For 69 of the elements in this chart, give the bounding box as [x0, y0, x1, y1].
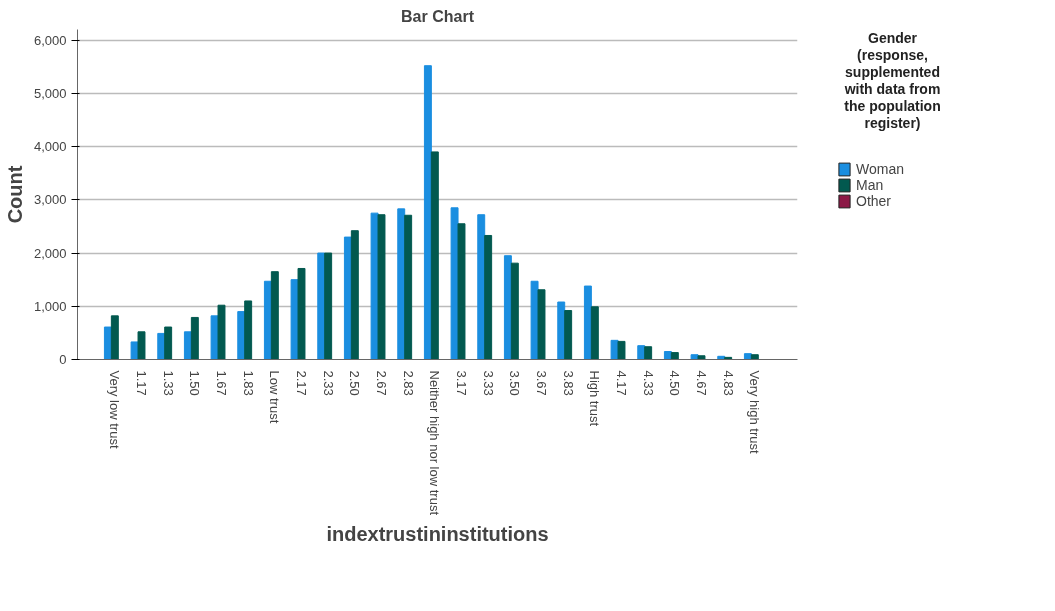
bar — [270, 271, 279, 360]
bar — [110, 315, 119, 360]
bar — [430, 151, 439, 360]
bar — [590, 306, 599, 360]
x-tick-label: 4.33 — [640, 370, 656, 396]
bar — [644, 346, 653, 360]
bar — [377, 214, 386, 360]
bar — [164, 326, 173, 360]
x-tick-label: 3.33 — [480, 370, 496, 396]
bar — [510, 262, 519, 360]
x-tick-label: Neither high nor low trust — [427, 370, 443, 516]
bar — [404, 214, 413, 360]
y-axis-title: Count — [3, 165, 26, 224]
bar — [750, 354, 759, 360]
x-tick-label: 1.83 — [240, 370, 256, 396]
legend-label: Other — [856, 193, 892, 209]
bar — [484, 234, 493, 360]
bar — [137, 331, 146, 360]
bar — [697, 355, 706, 360]
x-tick-label: Low trust — [267, 370, 283, 424]
bar — [324, 252, 333, 360]
bar — [190, 316, 199, 360]
bar — [450, 207, 459, 360]
bar — [457, 223, 466, 360]
bar — [244, 300, 253, 360]
y-tick-label: 1,000 — [33, 298, 67, 314]
x-tick-label: 4.67 — [694, 370, 709, 396]
chart-title: Bar Chart — [401, 7, 475, 25]
x-tick-label: High trust — [587, 370, 603, 427]
x-tick-label: 2.83 — [400, 370, 416, 396]
bar — [583, 285, 592, 360]
y-tick-label: 6,000 — [33, 32, 67, 48]
y-tick-label: 3,000 — [33, 192, 67, 208]
y-tick-label: 5,000 — [33, 85, 67, 101]
x-tick-label: 1.50 — [187, 370, 203, 396]
bar — [350, 230, 359, 360]
x-tick-label: Very low trust — [107, 370, 123, 449]
y-tick-label: 0 — [59, 352, 67, 367]
x-tick-label: 4.83 — [720, 370, 736, 396]
x-tick-label: 3.67 — [534, 370, 549, 396]
bar — [217, 304, 226, 360]
bar — [530, 280, 539, 360]
bar — [297, 267, 306, 360]
x-tick-label: 1.17 — [134, 370, 149, 396]
legend-label: Woman — [856, 161, 904, 177]
x-tick-label: 3.50 — [507, 370, 523, 396]
x-axis-title: indextrustininstitutions — [326, 523, 549, 546]
x-tick-label: 3.17 — [454, 370, 469, 396]
x-tick-label: 1.33 — [160, 370, 176, 396]
bar — [477, 214, 486, 360]
bar — [423, 65, 432, 360]
x-tick-label: 2.17 — [294, 370, 309, 396]
y-tick-label: 2,000 — [33, 245, 67, 261]
bar — [557, 301, 566, 360]
x-tick-label: 2.50 — [347, 370, 363, 396]
bar — [617, 340, 626, 360]
bar — [537, 289, 546, 360]
legend-label: Man — [856, 177, 884, 193]
x-tick-label: 4.17 — [614, 370, 629, 396]
bar — [670, 352, 679, 360]
x-tick-label: 1.67 — [214, 370, 229, 396]
x-tick-label: 4.50 — [667, 370, 683, 396]
bar — [564, 310, 573, 360]
x-tick-label: 2.67 — [374, 370, 389, 396]
y-tick-label: 4,000 — [33, 139, 67, 155]
x-tick-label: Very high trust — [747, 370, 763, 454]
x-tick-label: 3.83 — [560, 370, 576, 396]
x-tick-label: 2.33 — [320, 370, 336, 396]
legend-title: Gender (response, supplemented with data from the population register) — [843, 29, 941, 131]
